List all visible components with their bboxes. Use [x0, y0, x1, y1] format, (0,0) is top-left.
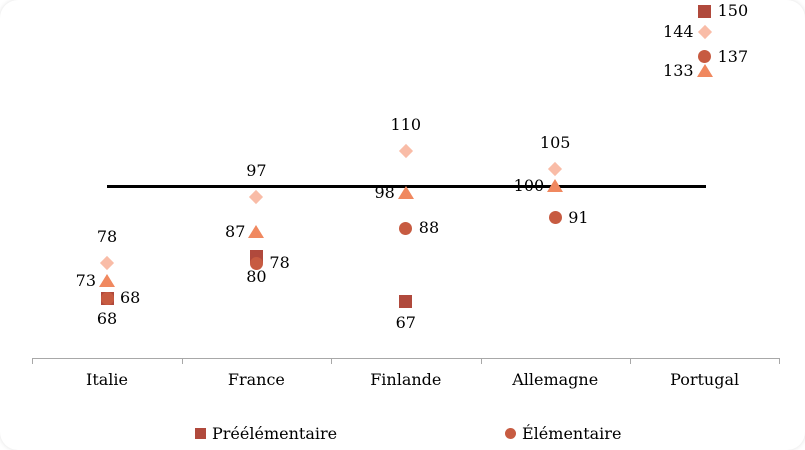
legend-label-elementaire: Élémentaire — [522, 424, 622, 443]
circle-point-france — [249, 256, 263, 270]
data-label-elementaire-italie: 68 — [120, 288, 141, 307]
circle-point-portugal — [698, 50, 712, 63]
data-label-diamond-series-allemagne: 105 — [539, 132, 571, 152]
diamond-point-allemagne — [548, 161, 563, 176]
diamond-point-france — [249, 189, 264, 204]
legend: Préélémentaire Élémentaire — [0, 424, 805, 448]
data-label-diamond-series-france: 97 — [246, 160, 267, 180]
data-label-preelementaire-portugal: 150 — [717, 1, 749, 20]
legend-item-preelementaire: Préélémentaire — [195, 424, 337, 443]
circle-point-allemagne — [548, 211, 562, 224]
x-axis-label-portugal: Portugal — [670, 370, 740, 389]
data-label-triangle-series-france: 87 — [225, 221, 246, 241]
diamond-point-italie — [99, 255, 115, 271]
circle-point-italie — [100, 291, 114, 305]
x-axis-tick — [480, 358, 482, 364]
triangle-point-allemagne — [547, 179, 564, 192]
square-point-finlande — [399, 295, 413, 308]
x-axis-tick — [779, 358, 781, 364]
triangle-point-finlande — [397, 186, 414, 199]
triangle-point-italie — [99, 273, 115, 287]
legend-item-elementaire: Élémentaire — [505, 424, 621, 443]
diamond-point-finlande — [398, 143, 413, 159]
circle-point-finlande — [399, 221, 413, 235]
circle-marker-icon — [505, 428, 516, 439]
x-axis-label-finlande: Finlande — [370, 370, 442, 389]
data-label-triangle-series-allemagne: 100 — [513, 176, 545, 195]
data-label-triangle-series-portugal: 133 — [663, 60, 694, 80]
diamond-point-portugal — [697, 24, 712, 40]
square-marker-icon — [195, 428, 206, 439]
data-label-diamond-series-finlande: 110 — [390, 115, 422, 134]
data-label-triangle-series-italie: 73 — [75, 270, 96, 290]
triangle-point-portugal — [696, 63, 713, 77]
data-label-elementaire-finlande: 88 — [418, 218, 440, 237]
triangle-point-france — [248, 224, 265, 238]
data-label-preelementaire-finlande: 67 — [395, 312, 416, 332]
data-label-diamond-series-italie: 78 — [96, 227, 118, 246]
data-label-diamond-series-portugal: 144 — [663, 22, 694, 41]
data-label-elementaire-portugal: 137 — [717, 46, 749, 66]
data-label-preelementaire-italie: 68 — [96, 309, 118, 328]
x-axis-label-allemagne: Allemagne — [512, 370, 599, 389]
x-axis-tick — [331, 358, 333, 364]
x-axis-tick — [32, 358, 34, 364]
legend-label-preelementaire: Préélémentaire — [212, 424, 338, 443]
data-label-triangle-series-finlande: 98 — [374, 183, 395, 202]
x-axis-label-italie: Italie — [86, 370, 128, 389]
data-label-elementaire-france: 78 — [269, 253, 290, 272]
data-label-elementaire-allemagne: 91 — [568, 207, 589, 227]
x-axis-label-france: France — [227, 370, 285, 389]
data-label-preelementaire-france: 80 — [246, 267, 267, 286]
square-point-portugal — [698, 4, 712, 18]
x-axis — [32, 358, 780, 359]
x-axis-tick — [629, 358, 631, 364]
x-axis-tick — [181, 358, 183, 364]
